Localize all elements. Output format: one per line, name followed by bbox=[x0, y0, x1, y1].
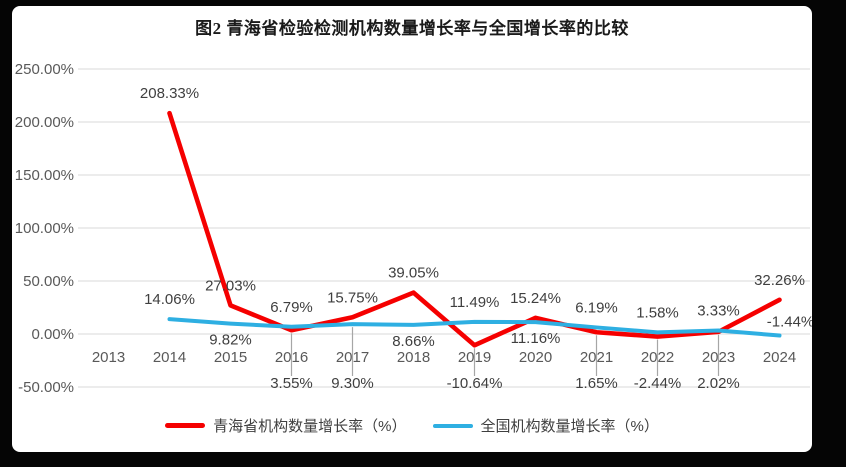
data-label: 11.49% bbox=[450, 294, 500, 311]
data-label: 39.05% bbox=[388, 265, 439, 282]
chart-legend: 青海省机构数量增长率（%） 全国机构数量增长率（%） bbox=[12, 415, 812, 436]
data-label: 11.16% bbox=[511, 330, 561, 347]
legend-swatch-qinghai-line bbox=[165, 423, 206, 428]
x-tick-label: 2014 bbox=[153, 349, 186, 366]
y-tick-label: 200.00% bbox=[15, 114, 74, 131]
data-label: 1.58% bbox=[636, 304, 679, 321]
chart-title: 图2 青海省检验检测机构数量增长率与全国增长率的比较 bbox=[195, 19, 629, 38]
legend-label-national: 全国机构数量增长率（%） bbox=[480, 418, 659, 435]
data-label: 208.33% bbox=[140, 85, 199, 102]
data-label: 32.26% bbox=[754, 272, 805, 289]
data-label: -2.44% bbox=[634, 375, 682, 392]
data-label: -1.44% bbox=[767, 314, 812, 331]
data-label: 1.65% bbox=[575, 375, 618, 392]
legend-label-qinghai: 青海省机构数量增长率（%） bbox=[213, 418, 407, 435]
data-label: 14.06% bbox=[144, 291, 195, 308]
data-label: 15.24% bbox=[510, 290, 561, 307]
x-tick-label: 2018 bbox=[397, 349, 430, 366]
chart-card: 250.00% 200.00% 150.00% 100.00% 50.00% 0.00% -… bbox=[12, 6, 812, 452]
data-label: -10.64% bbox=[447, 375, 503, 392]
data-label: 8.66% bbox=[392, 333, 435, 350]
x-tick-label: 2024 bbox=[763, 349, 796, 366]
y-tick-label: 50.00% bbox=[23, 273, 74, 290]
x-tick-label: 2013 bbox=[92, 349, 125, 366]
y-tick-label: 250.00% bbox=[15, 61, 74, 78]
plot-area: 250.00% 200.00% 150.00% 100.00% 50.00% 0.00% -… bbox=[15, 61, 812, 396]
data-label: 3.33% bbox=[697, 302, 740, 319]
data-label: 27.03% bbox=[205, 277, 256, 294]
series-line-national bbox=[167, 317, 782, 338]
data-label: 6.19% bbox=[575, 299, 618, 316]
legend-item-qinghai: 青海省机构数量增长率（%） bbox=[165, 415, 407, 436]
y-tick-label: -50.00% bbox=[18, 379, 74, 396]
data-label: 15.75% bbox=[327, 289, 378, 306]
series-line-qinghai bbox=[167, 110, 782, 348]
data-label: 9.82% bbox=[209, 332, 252, 349]
data-label: 2.02% bbox=[697, 375, 740, 392]
legend-swatch-national-line bbox=[432, 423, 473, 428]
y-tick-label: 100.00% bbox=[15, 220, 74, 237]
data-label: 3.55% bbox=[270, 375, 313, 392]
y-tick-label: 150.00% bbox=[15, 167, 74, 184]
data-label: 6.79% bbox=[270, 299, 313, 316]
data-label: 9.30% bbox=[331, 375, 374, 392]
legend-item-national: 全国机构数量增长率（%） bbox=[432, 415, 659, 436]
x-tick-label: 2020 bbox=[519, 349, 552, 366]
x-tick-label: 2015 bbox=[214, 349, 247, 366]
y-tick-label: 0.00% bbox=[31, 326, 74, 343]
